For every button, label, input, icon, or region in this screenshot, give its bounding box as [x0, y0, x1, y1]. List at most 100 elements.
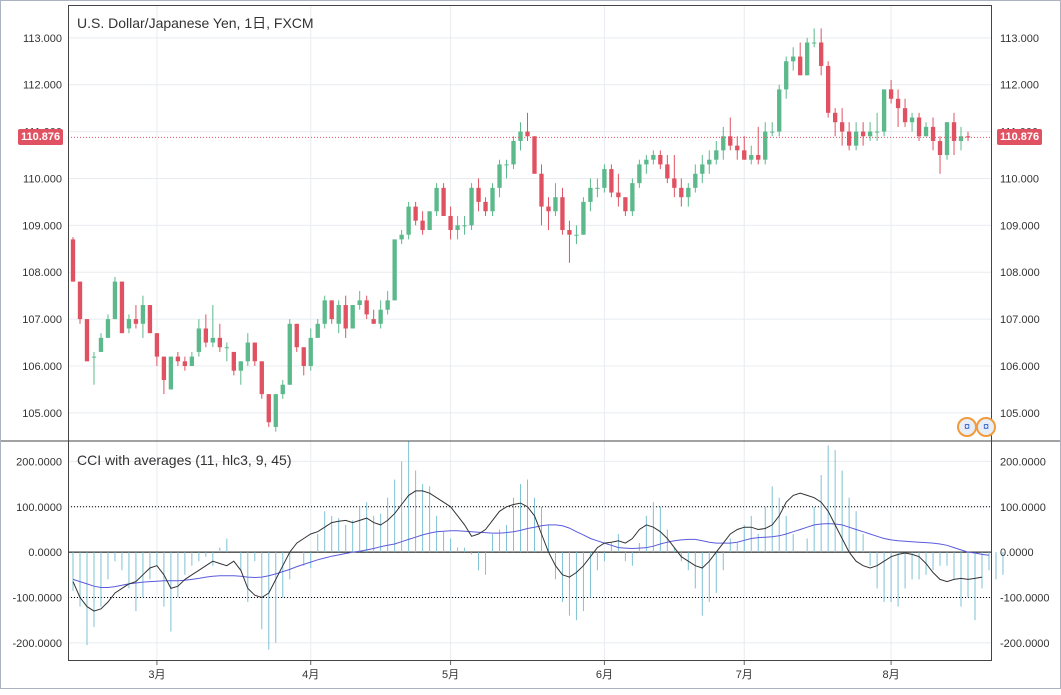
candle-body — [798, 56, 803, 76]
candle-body — [336, 305, 341, 324]
candle-body — [839, 122, 845, 132]
candle-body — [280, 384, 285, 395]
candle-body — [322, 300, 327, 324]
candle-body — [623, 197, 628, 212]
candle-body — [602, 169, 607, 188]
candle-body — [126, 319, 132, 329]
candle-body — [406, 206, 411, 235]
price-tick-label-left: 112.000 — [23, 80, 62, 92]
candle-body — [658, 155, 663, 165]
candle-body — [679, 187, 684, 198]
axis-layer: 113.000113.000112.000112.000111.000111.0… — [12, 33, 1049, 681]
candle-body — [581, 201, 586, 235]
candle-body — [364, 300, 369, 315]
candle-body — [161, 356, 167, 381]
cci-tick-label-right: -200.0000 — [1000, 638, 1050, 650]
month-label: 7月 — [736, 669, 753, 681]
candle-body — [686, 187, 691, 198]
candle-body — [951, 122, 957, 141]
currency-flag-icon-2[interactable]: ¤ — [976, 417, 996, 437]
price-tick-label-right: 107.000 — [1000, 314, 1040, 326]
candle-body — [133, 319, 139, 324]
cci-tick-label-right: -100.0000 — [1000, 592, 1050, 604]
price-tick-label-right: 113.000 — [1000, 33, 1039, 45]
candle-body — [644, 159, 649, 165]
candle-body — [805, 42, 810, 76]
candle-body — [616, 192, 621, 198]
price-tick-label-right: 109.000 — [1000, 220, 1040, 232]
candle-body — [944, 122, 950, 156]
candle-body — [399, 234, 404, 240]
candle-body — [434, 187, 439, 212]
candle-body — [888, 89, 894, 99]
candle-body — [294, 323, 299, 348]
candle-body — [525, 131, 530, 137]
candle-body — [651, 155, 656, 160]
candle-body — [518, 131, 523, 141]
candle-body — [385, 300, 390, 310]
candle-body — [714, 150, 719, 160]
candle-body — [853, 131, 859, 146]
candle-body — [665, 164, 670, 179]
candle-body — [420, 220, 425, 231]
price-tick-label-left: 113.000 — [23, 33, 62, 45]
candle-body — [504, 164, 509, 166]
candle-body — [266, 394, 271, 423]
candle-body — [881, 89, 887, 132]
candle-body — [812, 42, 817, 44]
candle-body — [105, 319, 111, 338]
plot-border — [68, 5, 992, 661]
cci-tick-label-left: 0.0000 — [28, 547, 62, 559]
candle-body — [378, 309, 383, 324]
candle-body — [189, 356, 195, 366]
candle-body — [308, 337, 313, 366]
candle-body — [916, 117, 922, 137]
candle-body — [371, 319, 376, 324]
candle-body — [329, 300, 334, 320]
candle-body — [112, 281, 118, 320]
month-label: 5月 — [442, 669, 459, 681]
candle-body — [937, 140, 943, 156]
candle-body — [825, 65, 831, 113]
month-label: 4月 — [302, 669, 319, 681]
candle-body — [70, 239, 76, 282]
cci-series — [68, 441, 1004, 650]
cci-tick-label-left: -200.0000 — [12, 638, 62, 650]
cci-tick-label-left: 200.0000 — [16, 456, 62, 468]
candle-body — [469, 187, 474, 226]
cci-tick-label-right: 100.0000 — [1000, 502, 1046, 514]
candle-body — [196, 328, 202, 352]
candle-body — [693, 173, 698, 188]
price-tick-label-right: 106.000 — [1000, 361, 1040, 373]
candle-body — [735, 145, 740, 151]
candle-body — [91, 356, 97, 358]
month-label: 6月 — [596, 669, 613, 681]
cci-tick-label-right: 200.0000 — [1000, 456, 1046, 468]
candle-body — [867, 131, 873, 137]
candle-body — [175, 356, 181, 362]
price-tick-label-right: 108.000 — [1000, 267, 1040, 279]
candle-body — [231, 351, 236, 371]
candle-body — [846, 131, 852, 146]
candle-body — [860, 131, 866, 137]
price-tick-label-left: 105.000 — [22, 408, 62, 420]
candle-body — [413, 206, 418, 221]
candle-body — [224, 347, 229, 349]
candle-body — [574, 234, 579, 236]
currency-flag-icon[interactable]: ¤ — [957, 417, 977, 437]
candle-body — [357, 300, 362, 306]
candle-body — [588, 187, 593, 202]
candle-body — [728, 136, 733, 146]
candle-body — [560, 197, 565, 231]
price-tick-label-left: 110.000 — [23, 173, 62, 185]
candle-body — [427, 211, 432, 231]
candle-body — [147, 305, 153, 334]
candle-body — [287, 323, 292, 385]
candle-body — [98, 337, 104, 352]
price-series — [68, 28, 992, 432]
candle-body — [483, 201, 488, 212]
candle-body — [210, 337, 216, 343]
candle-body — [168, 356, 174, 390]
